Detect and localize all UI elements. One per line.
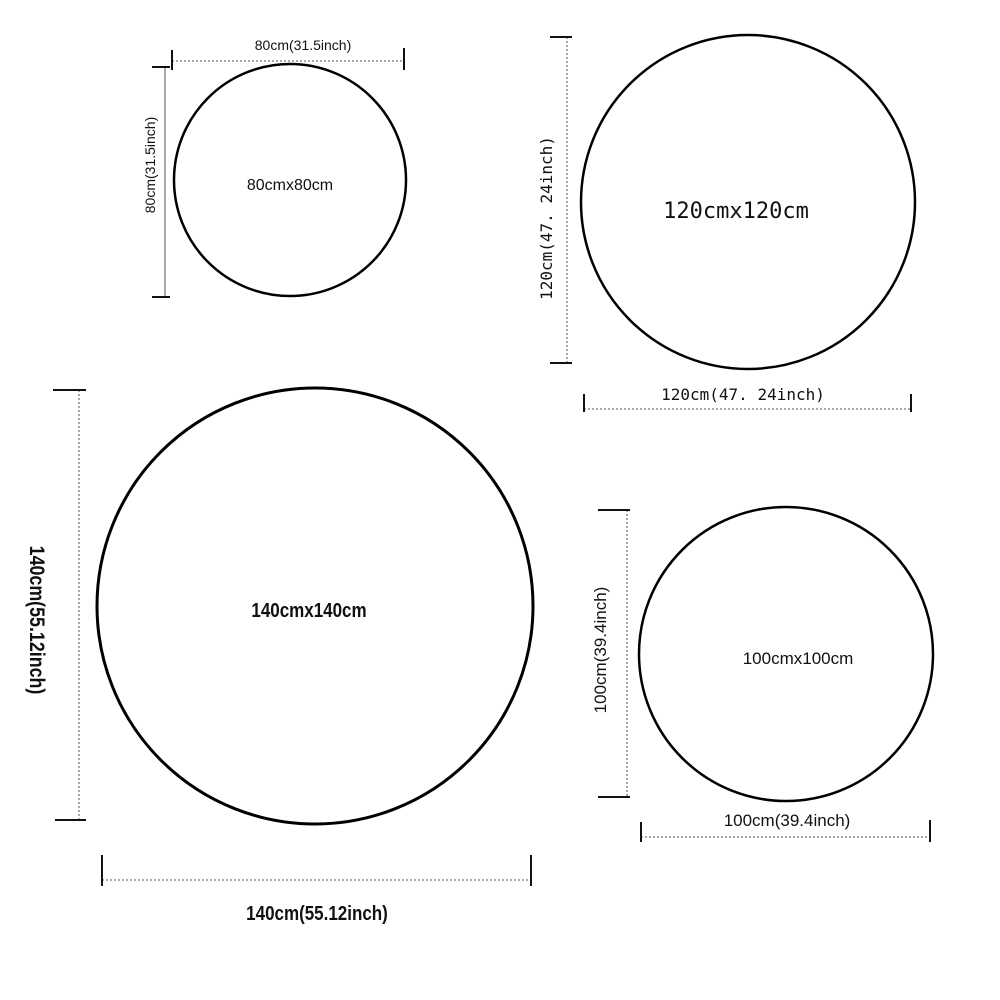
circle-80 [172,62,408,298]
circle-100-center-label: 100cmx100cm [743,649,854,668]
circle-140-height-label: 140cm(55.12inch) [25,546,49,695]
circle-100 [637,505,935,803]
circle-140-group: 140cmx140cm 140cm(55.12inch) 140cm(55.12… [25,386,535,925]
circle-100-height-label: 100cm(39.4inch) [591,587,610,714]
circle-80-width-label: 80cm(31.5inch) [255,37,352,53]
circle-120-height-label: 120cm(47. 24inch) [537,136,556,300]
circle-120-group: 120cmx120cm 120cm(47. 24inch) 120cm(47. … [537,33,917,412]
circle-140-center-label: 140cmx140cm [251,599,366,622]
circle-80-height-label: 80cm(31.5inch) [142,117,158,214]
circle-100-group: 100cmx100cm 100cm(39.4inch) 100cm(39.4in… [591,505,935,842]
circle-80-group: 80cmx80cm 80cm(31.5inch) 80cm(31.5inch) [142,37,408,298]
circle-140 [95,386,535,826]
circle-120 [579,33,917,371]
circle-120-center-label: 120cmx120cm [663,199,809,224]
circle-100-width-label: 100cm(39.4inch) [724,811,851,830]
circle-120-width-label: 120cm(47. 24inch) [661,385,825,404]
circle-140-width-label: 140cm(55.12inch) [246,902,388,925]
circle-80-center-label: 80cmx80cm [247,177,333,194]
